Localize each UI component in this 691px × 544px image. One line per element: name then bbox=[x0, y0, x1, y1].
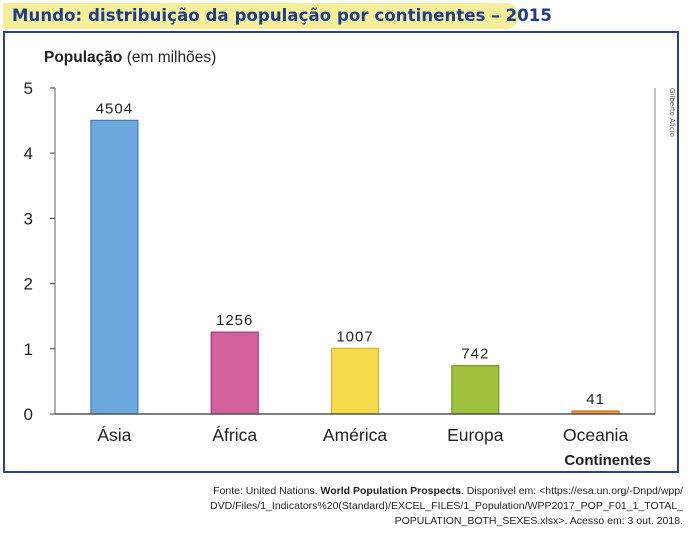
bar bbox=[330, 347, 380, 415]
chart-frame bbox=[3, 31, 679, 473]
x-category-label: Oceania bbox=[563, 425, 628, 445]
y-axis-title-bold: População bbox=[44, 49, 122, 66]
bar-value-label: 742 bbox=[461, 346, 489, 363]
y-axis-title-unit: (em milhões) bbox=[122, 49, 216, 66]
y-tick-label: 2 bbox=[24, 275, 33, 294]
bar-value-label: 4504 bbox=[96, 100, 133, 117]
y-tick-label: 0 bbox=[24, 405, 33, 424]
source-details: . Disponível em: <https://esa.un.org/-Dn… bbox=[210, 485, 683, 527]
chart-title: Mundo: distribuição da população por con… bbox=[12, 6, 552, 25]
x-axis-title: Continentes bbox=[564, 452, 651, 469]
y-tick-label: 3 bbox=[24, 209, 33, 228]
x-category-label: Europa bbox=[447, 425, 504, 445]
bar bbox=[451, 365, 500, 415]
x-category-label: América bbox=[323, 425, 387, 445]
y-tick-label: 4 bbox=[24, 144, 33, 163]
y-axis-title: População (em milhões) bbox=[44, 49, 216, 66]
bar-value-label: 41 bbox=[586, 391, 605, 408]
bar-value-label: 1256 bbox=[216, 312, 253, 329]
x-category-label: África bbox=[212, 425, 257, 445]
y-axis-ticks: 0 1 2 3 4 5 bbox=[24, 79, 55, 424]
bar-value-label: 1007 bbox=[336, 328, 373, 345]
title-banner: Mundo: distribuição da população por con… bbox=[3, 3, 552, 29]
x-axis-labels: Ásia África América Europa Oceania bbox=[97, 425, 628, 445]
x-category-label: Ásia bbox=[97, 425, 131, 445]
source-note: Fonte: United Nations. World Population … bbox=[123, 484, 683, 529]
bar bbox=[90, 119, 139, 415]
y-tick-label: 5 bbox=[24, 79, 33, 98]
source-prefix: Fonte: United Nations. bbox=[213, 485, 321, 497]
bar bbox=[210, 331, 259, 415]
bar-chart: População (em milhões) 0 1 2 3 4 5 4504 1256 10… bbox=[24, 49, 656, 469]
svg-text:População (em milhões): População (em milhões) bbox=[44, 49, 216, 66]
y-tick-label: 1 bbox=[24, 340, 33, 359]
bars: 4504 1256 1007 742 41 bbox=[90, 100, 620, 415]
source-work-title: World Population Prospects bbox=[320, 485, 461, 497]
